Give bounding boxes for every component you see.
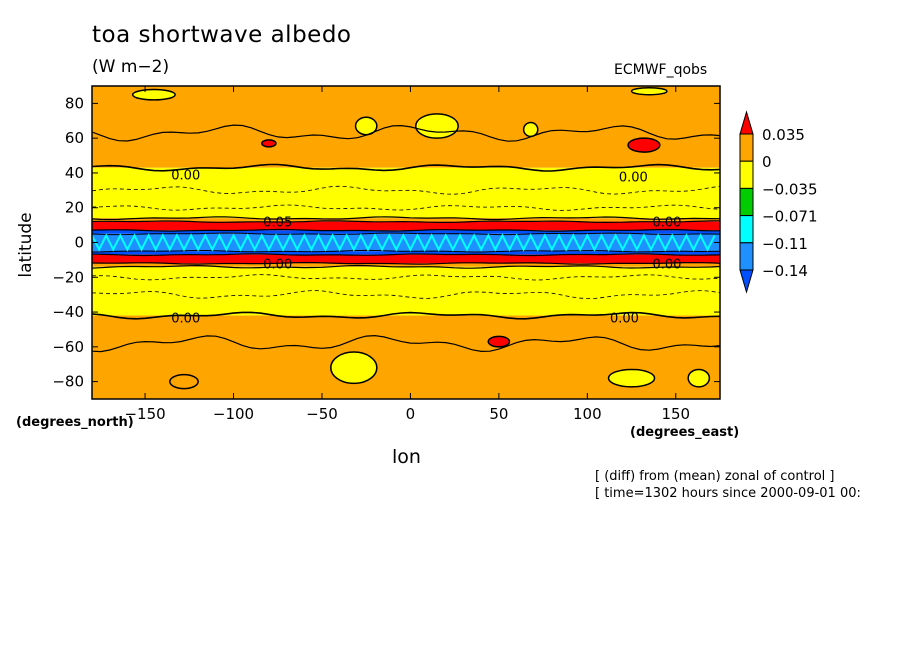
model-label: ECMWF_qobs [614,62,708,78]
colorbar-swatch [739,187,754,217]
colorbar-swatch [739,110,754,135]
y-tick-label: 0 [74,234,84,252]
contour-label: 0.00 [652,257,681,272]
chart-units: (W m−2) [92,57,170,77]
shaded-band [92,167,720,219]
contour-lines [91,124,721,353]
contour-line [91,163,721,172]
x-axis-ticks: −150 −100 −50 0 50 100 150 [124,86,690,423]
contour-line [91,253,721,257]
shaded-band [92,230,720,234]
shaded-patch [630,86,668,96]
shaded-patch [261,139,277,148]
y-tick-label: 60 [65,129,84,147]
colorbar-label: 0.035 [762,126,805,144]
contour-line [91,185,721,195]
shaded-band [92,218,720,222]
x-tick-label: −100 [213,405,254,423]
shaded-patch [169,373,199,390]
y-axis-units: (degrees_north) [16,415,134,430]
contour-label: 0.05 [263,216,292,231]
shaded-patch [131,88,176,101]
x-tick-label: −50 [306,405,338,423]
colorbar-label: 0 [762,153,772,171]
colorbar-swatch [739,215,754,244]
shaded-band [92,266,720,316]
shaded-patch [687,368,711,388]
colorbar-label: −0.071 [762,208,818,226]
contour-label: 0.00 [652,216,681,231]
colorbar: 0.035 0 −0.035 −0.071 −0.11 −0.14 [739,110,818,294]
contour-label: 0.00 [610,311,639,326]
shaded-band [92,86,720,168]
shaded-patch [627,137,661,153]
x-tick-label: −150 [124,405,165,423]
contour-label: 0.00 [619,170,648,185]
shaded-patch [522,121,539,138]
colorbar-label: −0.035 [762,180,818,198]
contour-line [91,228,720,232]
contour-line [91,290,721,300]
contour-labels: 0.00 0.00 0.00 0.00 0.00 0.00 0.05 0.00 [171,169,681,327]
shaded-patch [607,368,656,388]
colorbar-swatch [739,133,754,162]
shaded-band [92,221,720,231]
x-axis-units: (degrees_east) [630,425,740,440]
x-tick-label: 100 [573,405,602,423]
shaded-patch [414,113,459,139]
y-tick-label: −60 [52,338,84,356]
y-tick-label: −20 [52,268,84,286]
chart-title: toa shortwave albedo [92,22,352,48]
shaded-band [92,254,720,264]
colorbar-label: −0.11 [762,235,808,253]
colorbar-swatch [739,160,754,189]
colorbar-label: −0.14 [762,262,808,280]
y-axis-ticks: −80 −60 −40 −20 0 20 40 60 80 [52,94,720,391]
x-tick-label: 150 [661,405,690,423]
equatorial-contour [91,233,716,252]
contour-line [91,334,721,353]
y-tick-label: 20 [65,199,84,217]
y-tick-label: −40 [52,303,84,321]
x-axis-label: lon [392,446,421,468]
contour-line [91,311,721,320]
contour-line [91,249,721,253]
contour-line [91,232,721,236]
shaded-patch [330,351,378,385]
x-tick-label: 50 [489,405,508,423]
contour-line [91,124,721,142]
footer-note-diff: [ (diff) from (mean) zonal of control ] [595,469,835,484]
shaded-band [92,251,720,255]
colorbar-swatch [739,242,754,271]
y-tick-label: 80 [65,94,84,112]
contour-label: 0.00 [171,311,200,326]
y-tick-label: 40 [65,164,84,182]
contour-label: 0.00 [171,169,200,184]
x-tick-label: 0 [406,405,416,423]
contour-line [91,264,721,269]
contour-line [91,216,721,221]
shaded-band [92,263,720,267]
contour-line [91,220,721,224]
contour-label: 0.00 [263,257,292,272]
shaded-patch [487,335,511,348]
y-tick-label: −80 [52,373,84,391]
footer-note-time: [ time=1302 hours since 2000-09-01 00: [595,486,861,501]
contour-line [91,261,721,265]
colorbar-swatch [739,269,754,294]
